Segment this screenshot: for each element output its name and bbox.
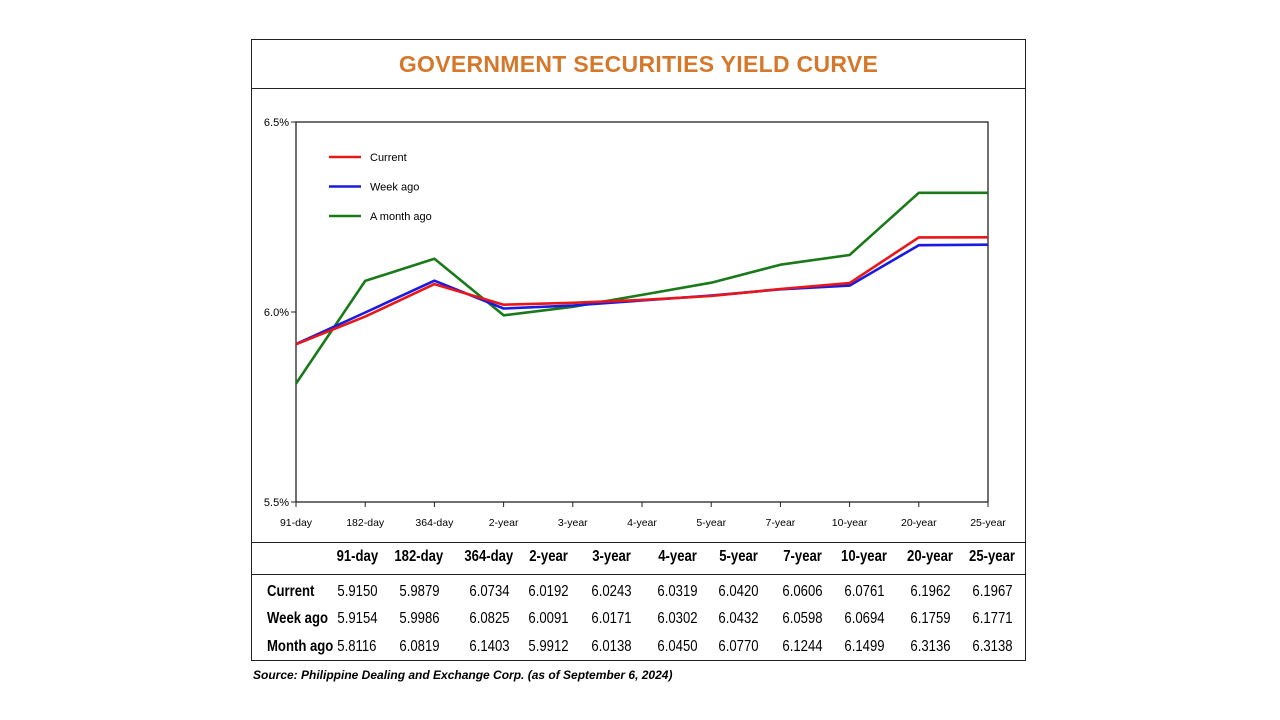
table-cell: 5.8116 bbox=[337, 638, 377, 655]
table-cell: 5.9154 bbox=[336, 610, 378, 627]
x-tick-label: 10-year bbox=[832, 517, 868, 529]
chart-title: GOVERNMENT SECURITIES YIELD CURVE bbox=[398, 50, 879, 77]
table-cell: 6.0606 bbox=[781, 583, 823, 600]
table-cell: 6.1771 bbox=[971, 610, 1013, 627]
x-tick-label: 2-year bbox=[489, 517, 519, 529]
table-header-cell: 10-year bbox=[841, 548, 888, 565]
table-cell: 6.1967 bbox=[971, 583, 1013, 600]
table-cell: 6.0598 bbox=[781, 610, 823, 627]
table-cell: 6.0770 bbox=[717, 638, 759, 655]
table-header-cell: 2-year bbox=[528, 548, 568, 565]
table-cell: 6.0420 bbox=[717, 583, 759, 600]
table-cell: 5.9879 bbox=[398, 583, 440, 600]
table-cell: 6.1962 bbox=[909, 583, 951, 600]
table-cell: 6.0825 bbox=[468, 610, 510, 627]
table-cell: 6.3136 bbox=[909, 638, 951, 655]
table-row-label: Month ago bbox=[267, 638, 334, 655]
table-cell: 6.0171 bbox=[590, 610, 632, 627]
line-chart: 5.5% 6.0% 6.5% 91-day 182-day 364-day 2-year 3-… bbox=[264, 117, 1006, 529]
table-cell: 6.1244 bbox=[781, 638, 823, 655]
table-cell: 6.3138 bbox=[971, 638, 1013, 655]
table-cell: 6.0432 bbox=[717, 610, 759, 627]
table-cell: 5.9912 bbox=[527, 638, 569, 655]
table-cell: 6.0319 bbox=[656, 583, 698, 600]
x-tick-label: 5-year bbox=[696, 517, 726, 529]
table-header-cell: 91-day bbox=[336, 548, 378, 565]
table-row-label: Week ago bbox=[267, 610, 329, 627]
y-tick-label: 6.5% bbox=[264, 117, 289, 129]
table-header-cell: 3-year bbox=[591, 548, 631, 565]
table-cell: 6.0761 bbox=[843, 583, 885, 600]
table-cell: 6.0694 bbox=[843, 610, 885, 627]
x-tick-label: 4-year bbox=[627, 517, 657, 529]
x-tick-label: 182-day bbox=[346, 517, 385, 529]
table-header-cell: 25-year bbox=[969, 548, 1016, 565]
table-header-cell: 182-day bbox=[394, 548, 444, 565]
x-tick-label: 3-year bbox=[558, 517, 588, 529]
source-note: Source: Philippine Dealing and Exchange … bbox=[253, 668, 673, 682]
table-cell: 6.0138 bbox=[590, 638, 632, 655]
table-cell: 6.1759 bbox=[909, 610, 951, 627]
x-tick-label: 7-year bbox=[766, 517, 796, 529]
table-cell: 6.0192 bbox=[527, 583, 569, 600]
table-header-cell: 7-year bbox=[782, 548, 822, 565]
x-tick-label: 364-day bbox=[415, 517, 454, 529]
table-cell: 5.9986 bbox=[398, 610, 440, 627]
table-cell: 6.0302 bbox=[656, 610, 698, 627]
table-cell: 6.0450 bbox=[656, 638, 698, 655]
x-tick-label: 25-year bbox=[970, 517, 1006, 529]
table-header-rule bbox=[252, 574, 1025, 575]
table-header-cell: 5-year bbox=[718, 548, 758, 565]
table-top-rule bbox=[252, 542, 1025, 543]
legend-label: Week ago bbox=[370, 182, 419, 194]
table-header-cell: 20-year bbox=[907, 548, 954, 565]
table-row-label: Current bbox=[267, 583, 315, 600]
table-cell: 6.0243 bbox=[590, 583, 632, 600]
legend-label: Current bbox=[370, 152, 407, 164]
y-tick-label: 6.0% bbox=[264, 307, 289, 319]
table-cell: 5.9150 bbox=[336, 583, 378, 600]
table-cell: 6.1499 bbox=[843, 638, 885, 655]
title-bar: GOVERNMENT SECURITIES YIELD CURVE bbox=[252, 40, 1025, 89]
y-tick-label: 5.5% bbox=[264, 497, 289, 509]
table-header-cell: 364-day bbox=[464, 548, 514, 565]
series-line-current bbox=[295, 236, 989, 346]
table-cell: 6.0734 bbox=[468, 583, 510, 600]
table-cell: 6.0819 bbox=[398, 638, 440, 655]
chart-frame: GOVERNMENT SECURITIES YIELD CURVE 5.5% 6.… bbox=[251, 39, 1026, 661]
plot-area bbox=[295, 121, 989, 503]
table-cell: 6.0091 bbox=[527, 610, 569, 627]
x-tick-label: 91-day bbox=[280, 517, 313, 529]
x-tick-label: 20-year bbox=[901, 517, 937, 529]
legend-label: A month ago bbox=[370, 211, 432, 223]
table-cell: 6.1403 bbox=[468, 638, 510, 655]
table-header-cell: 4-year bbox=[657, 548, 697, 565]
